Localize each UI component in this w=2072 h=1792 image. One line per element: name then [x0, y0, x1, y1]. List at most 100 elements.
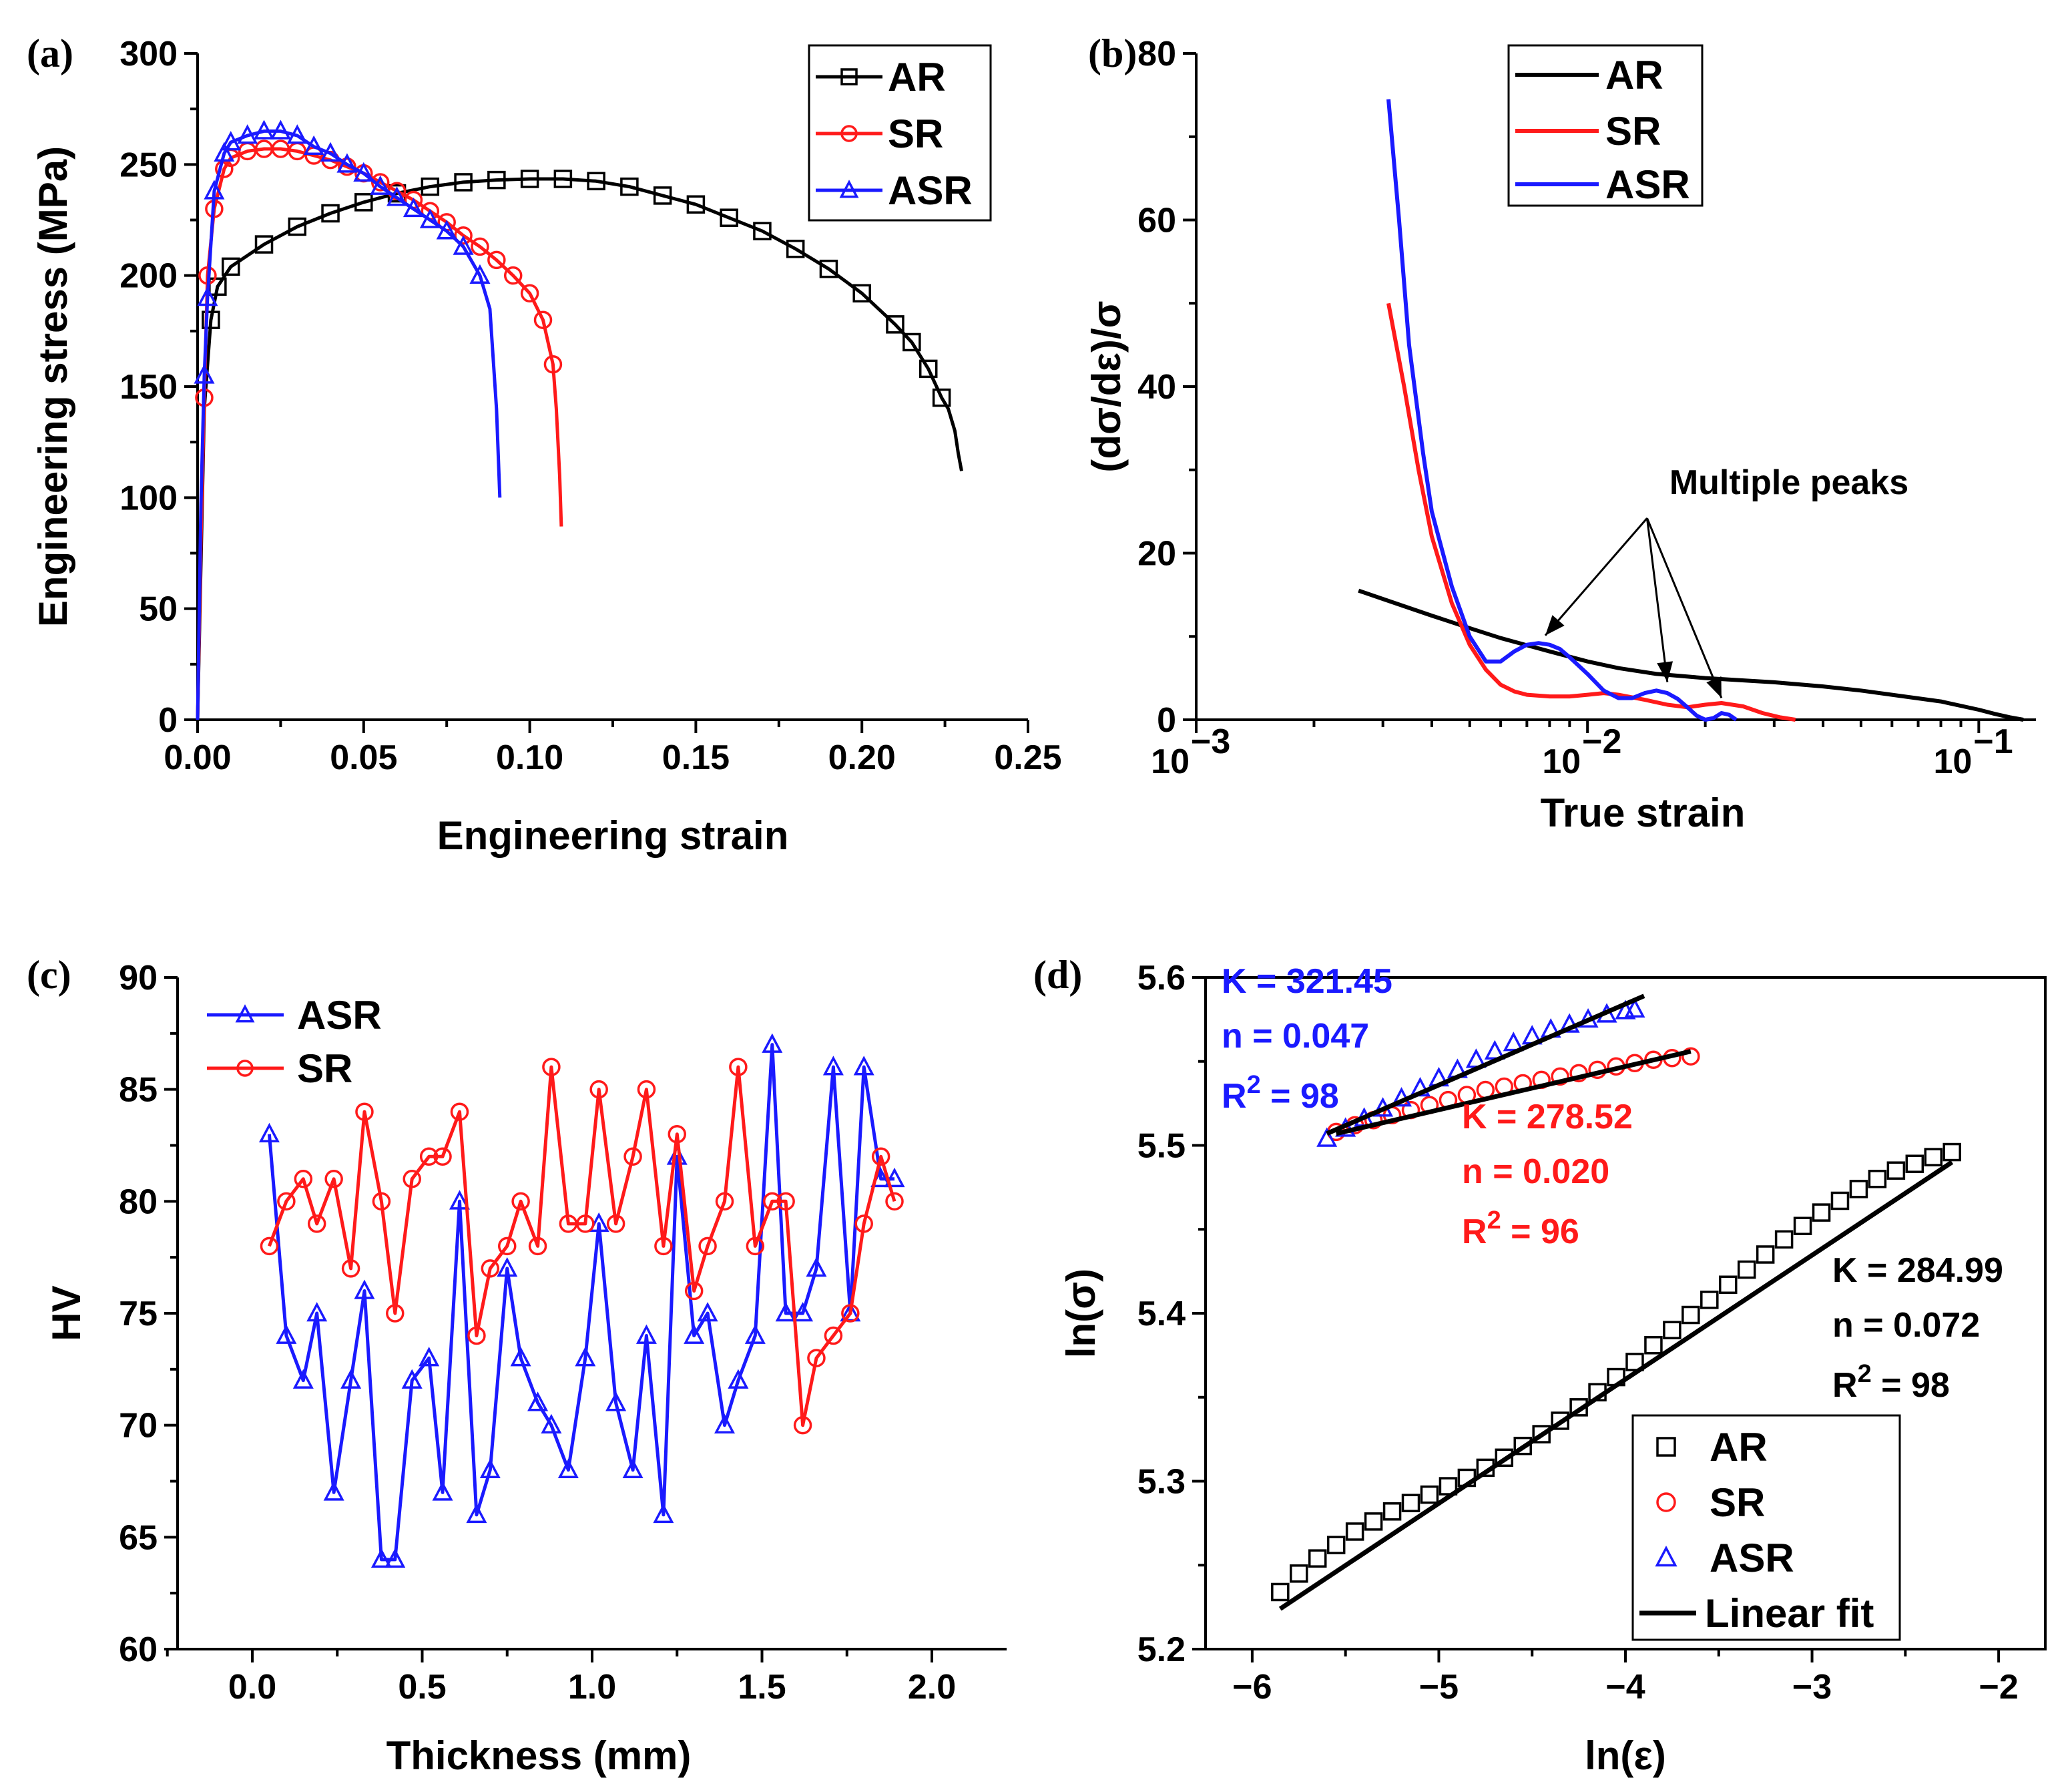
x-tick-label: 0.00: [164, 738, 231, 777]
data-point-ASR: [306, 1302, 328, 1322]
data-point-SR: [623, 1147, 642, 1166]
data-point-ASR: [370, 175, 391, 195]
data-point-ASR: [1503, 1032, 1524, 1052]
legend-marker-ASR: [839, 180, 859, 198]
data-point-AR: [1700, 1291, 1719, 1309]
data-point-ASR: [449, 1190, 470, 1210]
annotation-K-AR: K = 284.99: [1832, 1251, 2003, 1290]
data-point-SR: [386, 1304, 405, 1323]
x-tick-label: 1.0: [568, 1668, 616, 1707]
data-point-AR: [1644, 1336, 1663, 1355]
data-point-AR: [1793, 1216, 1812, 1235]
data-point-ASR: [697, 1302, 718, 1322]
data-point-AR: [1308, 1549, 1327, 1568]
data-point-AR: [1290, 1564, 1308, 1583]
data-point-AR: [454, 173, 473, 192]
legend-label-ASR: ASR: [297, 993, 382, 1038]
data-point-AR: [553, 170, 573, 188]
data-point-ASR: [853, 1056, 874, 1076]
data-point-ASR: [270, 120, 291, 140]
data-point-ASR: [684, 1324, 705, 1344]
data-point-AR: [1401, 1494, 1420, 1512]
series-line-ASR: [1386, 99, 1738, 722]
data-point-ASR: [744, 1324, 766, 1344]
annotation-arrowhead: [1706, 676, 1722, 698]
data-point-SR: [654, 1237, 673, 1256]
data-point-AR: [1625, 1353, 1644, 1371]
panel-label: (a): [27, 31, 73, 75]
data-point-ASR: [884, 1167, 905, 1188]
data-point-SR: [776, 1192, 795, 1211]
data-point-AR: [1830, 1191, 1850, 1210]
panel-label: (c): [27, 953, 71, 997]
data-point-ASR: [237, 124, 258, 144]
data-point-ASR: [336, 153, 358, 173]
annotation-R2-base: R: [1462, 1212, 1487, 1251]
x-tick-label: 0.25: [994, 738, 1061, 777]
data-point-AR: [1942, 1142, 1961, 1162]
data-point-ASR: [479, 1458, 501, 1479]
panel-a: 0.00 0.05 0.10 0.15 0.20 0.25 0 50 100 150 200 250 3…: [27, 31, 1062, 858]
data-point-AR: [421, 177, 440, 196]
series-line-SR: [196, 147, 563, 720]
legend-label-ASR: ASR: [1605, 162, 1690, 207]
annotation-K-SR: K = 278.52: [1462, 1098, 1633, 1136]
x-tick-label: −2: [1979, 1668, 2018, 1707]
data-point-ASR: [1559, 1013, 1580, 1033]
y-tick-label: 5.3: [1137, 1463, 1186, 1502]
x-tick-label: 1.5: [738, 1668, 786, 1707]
annotation-n-SR: n = 0.020: [1462, 1152, 1609, 1191]
legend-label-ASR: ASR: [888, 168, 973, 213]
legend-marker-SR: [840, 125, 858, 142]
data-point-AR: [587, 172, 605, 191]
legend-box: [1507, 44, 1704, 207]
data-point-AR: [1719, 1275, 1738, 1294]
data-point-ASR: [320, 142, 341, 162]
x-tick-exponent: −3: [1191, 722, 1230, 761]
y-axis-label: Engineering stress (MPa): [31, 146, 75, 627]
data-point-ASR: [220, 131, 242, 151]
y-tick-label: 150: [119, 368, 178, 407]
x-tick-label: −3: [1792, 1668, 1832, 1707]
y-tick-label: 0: [1157, 701, 1176, 740]
data-point-ASR: [806, 1257, 827, 1277]
data-point-AR: [1495, 1448, 1514, 1468]
x-tick-label: 10: [1934, 742, 1973, 781]
annotation-arrowhead: [1545, 615, 1565, 636]
data-point-SR: [338, 157, 356, 176]
y-tick-label: 5.5: [1137, 1127, 1186, 1166]
y-tick-label: 60: [1137, 202, 1176, 240]
fit-line: [1326, 993, 1645, 1136]
data-point-ASR: [605, 1391, 627, 1411]
annotation-R2-ASR: R2 = 98: [1222, 1071, 1339, 1116]
series-line-SR: [268, 1065, 896, 1427]
legend-label-AR: AR: [1710, 1425, 1768, 1470]
y-tick-label: 5.6: [1137, 959, 1186, 997]
y-tick-label: 20: [1137, 535, 1176, 574]
data-point-SR: [471, 237, 489, 256]
data-point-AR: [1663, 1321, 1681, 1339]
annotation-arrow: [1645, 517, 1669, 682]
data-point-ASR: [292, 1369, 314, 1389]
data-point-SR: [520, 284, 539, 303]
data-point-SR: [481, 1259, 500, 1278]
data-point-SR: [372, 1192, 391, 1211]
data-point-SR: [307, 1214, 326, 1233]
data-point-AR: [653, 186, 672, 205]
data-point-ASR: [714, 1413, 736, 1433]
data-point-AR: [1513, 1436, 1532, 1455]
data-point-ASR: [453, 235, 474, 255]
y-axis-label: HV: [44, 1285, 89, 1341]
data-point-AR: [1271, 1582, 1290, 1602]
data-point-SR: [698, 1237, 717, 1256]
data-point-AR: [1737, 1260, 1756, 1279]
x-tick-label: −4: [1605, 1668, 1645, 1707]
data-point-AR: [620, 177, 639, 196]
data-point-ASR: [303, 135, 324, 156]
x-tick-label: 0.15: [662, 738, 730, 777]
data-point-ASR: [401, 1369, 423, 1389]
data-point-SR: [576, 1214, 595, 1233]
y-tick-label: 40: [1137, 368, 1176, 407]
data-point-ASR: [419, 208, 441, 228]
annotation-R2-value: = 96: [1501, 1212, 1579, 1251]
